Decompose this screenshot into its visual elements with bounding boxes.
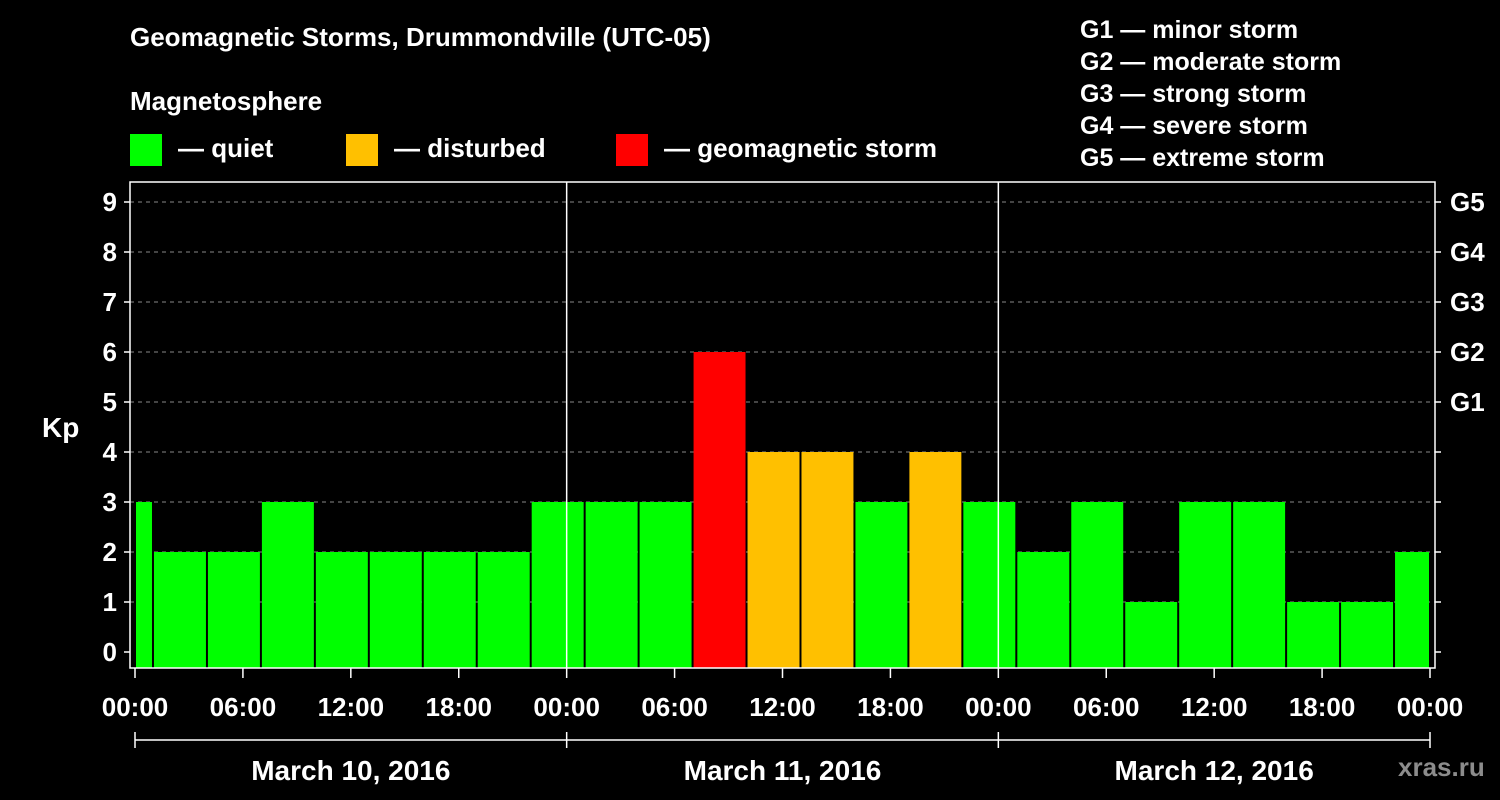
x-tick-label: 18:00 (426, 692, 493, 722)
day-label-3: March 12, 2016 (1115, 755, 1314, 786)
day-label-1: March 10, 2016 (251, 755, 450, 786)
legend-swatch-disturbed (346, 134, 378, 166)
bar-15 (909, 452, 962, 668)
legend-label-quiet: — quiet (178, 133, 274, 163)
x-tick-label: 18:00 (857, 692, 924, 722)
bar-7 (477, 552, 530, 668)
y-tick-label: 1 (103, 587, 117, 617)
bar-1 (153, 552, 206, 668)
watermark: xras.ru (1398, 752, 1485, 782)
right-axis-label-g1: G1 (1450, 387, 1485, 417)
legend-label-disturbed: — disturbed (394, 133, 546, 163)
bar-20 (1179, 502, 1232, 668)
y-tick-label: 7 (103, 287, 117, 317)
y-tick-label: 6 (103, 337, 117, 367)
legend-swatch-storm (616, 134, 648, 166)
y-tick-label: 3 (103, 487, 117, 517)
bar-18 (1071, 502, 1124, 668)
bar-8 (531, 502, 584, 668)
x-tick-label: 00:00 (533, 692, 600, 722)
x-tick-label: 06:00 (1073, 692, 1140, 722)
bar-5 (369, 552, 422, 668)
storm-scale-g3: G3 — strong storm (1080, 80, 1307, 108)
bar-13 (801, 452, 854, 668)
y-tick-label: 8 (103, 237, 117, 267)
y-tick-label: 0 (103, 637, 117, 667)
bar-4 (315, 552, 368, 668)
bar-3 (261, 502, 314, 668)
right-axis-label-g2: G2 (1450, 337, 1485, 367)
x-tick-label: 06:00 (641, 692, 708, 722)
y-tick-label: 2 (103, 537, 117, 567)
bar-21 (1233, 502, 1286, 668)
x-tick-label: 00:00 (102, 692, 169, 722)
right-axis-label-g5: G5 (1450, 187, 1485, 217)
bar-24 (1395, 552, 1429, 668)
bar-23 (1341, 602, 1394, 668)
bar-11 (693, 352, 746, 668)
x-tick-label: 12:00 (1181, 692, 1248, 722)
x-tick-label: 06:00 (210, 692, 277, 722)
bar-12 (747, 452, 800, 668)
y-tick-label: 9 (103, 187, 117, 217)
bar-16 (963, 502, 1016, 668)
bar-10 (639, 502, 692, 668)
bar-19 (1125, 602, 1178, 668)
right-axis-label-g4: G4 (1450, 237, 1485, 267)
x-tick-label: 12:00 (749, 692, 816, 722)
bar-2 (207, 552, 260, 668)
storm-scale-g4: G4 — severe storm (1080, 112, 1308, 140)
day-label-2: March 11, 2016 (684, 755, 882, 786)
x-tick-label: 18:00 (1289, 692, 1356, 722)
legend-label-storm: — geomagnetic storm (664, 133, 938, 163)
storm-scale-legend: G1 — minor storm G2 — moderate storm G3 … (1080, 14, 1341, 174)
storm-scale-g2: G2 — moderate storm (1080, 48, 1342, 76)
legend-swatch-quiet (130, 134, 162, 166)
x-tick-label: 12:00 (318, 692, 385, 722)
bar-17 (1017, 552, 1070, 668)
bar-14 (855, 502, 908, 668)
x-tick-label: 00:00 (965, 692, 1032, 722)
right-axis-label-g3: G3 (1450, 287, 1485, 317)
bar-6 (423, 552, 476, 668)
bar-0 (136, 502, 152, 668)
chart-title: Geomagnetic Storms, Drummondville (UTC-0… (130, 22, 711, 52)
y-axis-label: Kp (42, 412, 79, 443)
bar-9 (585, 502, 638, 668)
y-tick-label: 5 (103, 387, 117, 417)
bar-22 (1287, 602, 1340, 668)
x-tick-label: 00:00 (1397, 692, 1464, 722)
storm-scale-g5: G5 — extreme storm (1080, 144, 1325, 172)
storm-scale-g1: G1 — minor storm (1080, 16, 1299, 44)
magnetosphere-title: Magnetosphere (130, 86, 323, 116)
y-tick-label: 4 (103, 437, 118, 467)
